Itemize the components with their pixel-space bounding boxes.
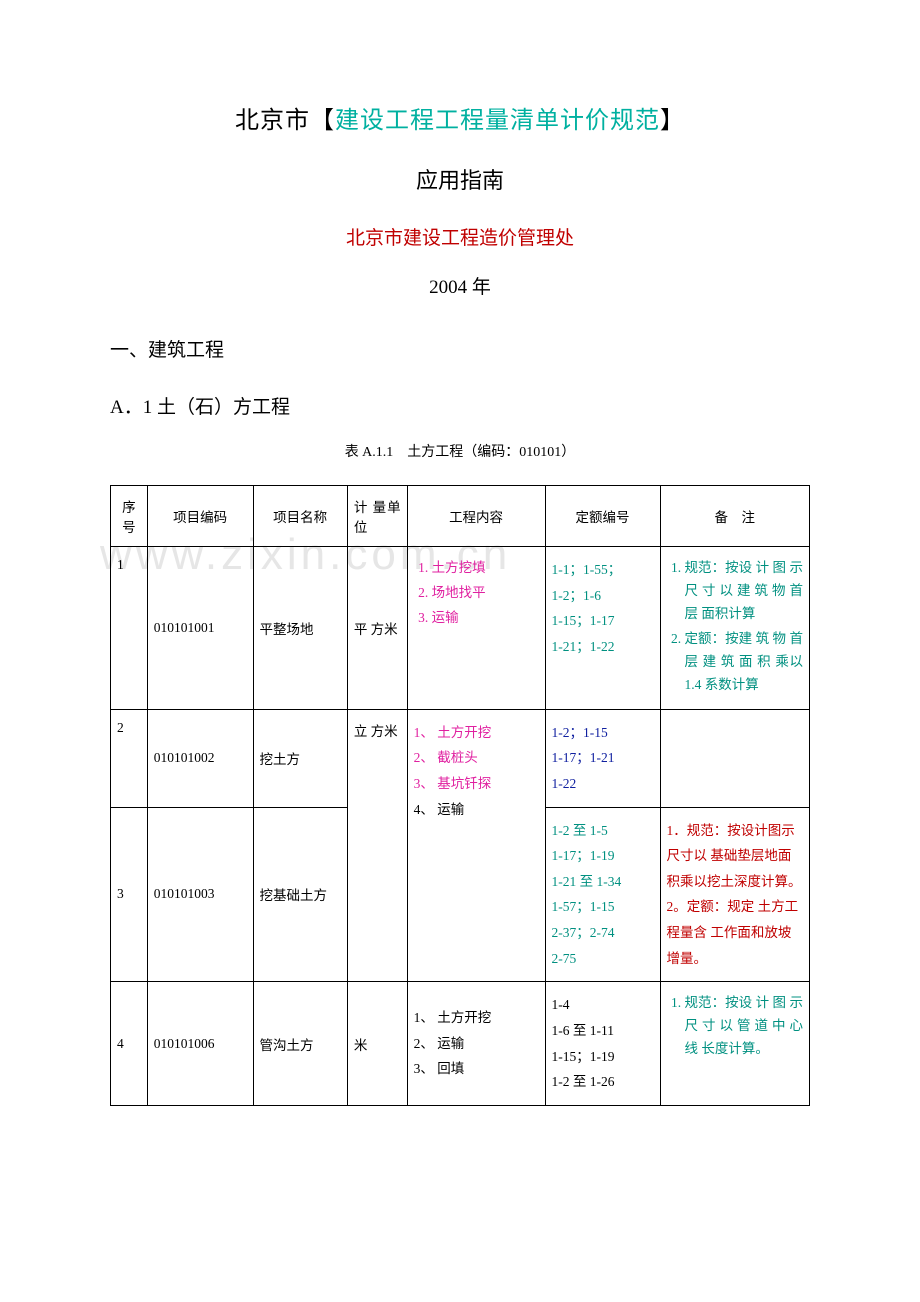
cell-unit: 立 方米 <box>347 709 407 982</box>
year: 2004 年 <box>110 272 810 299</box>
cell-quota: 1-2 至 1-5 1-17；1-19 1-21 至 1-34 1-57；1-1… <box>545 807 660 982</box>
note-item: 规范：按设 计 图 示 尺 寸 以 管 道 中 心 线 长度计算。 <box>685 992 804 1061</box>
note-item: 规范：按设 计 图 示 尺 寸 以 建 筑 物 首 层 面积计算 <box>685 557 804 626</box>
cell-unit: 米 <box>347 982 407 1106</box>
cell-seq: 4 <box>111 982 148 1106</box>
note-item: 定额：按建 筑 物 首 层 建 筑 面 积 乘以 1.4 系数计算 <box>685 628 804 697</box>
table-caption: 表 A.1.1 土方工程（编码：010101） <box>110 441 810 461</box>
th-quota: 定额编号 <box>545 486 660 547</box>
document-page: www.zixin.com.cn 北京市【建设工程工程量清单计价规范】 应用指南… <box>0 0 920 1166</box>
title-prefix: 北京市【 <box>235 108 335 134</box>
title-highlight: 建设工程工程量清单计价规范 <box>335 108 660 134</box>
cell-note: 1．规范：按设计图示尺寸以 基础垫层地面 积乘以挖土深度计算。 2。定额：规定 … <box>660 807 810 982</box>
th-content: 工程内容 <box>407 486 545 547</box>
content-item: 场地找平 <box>432 582 539 605</box>
th-note: 备 注 <box>660 486 810 547</box>
th-seq: 序号 <box>111 486 148 547</box>
content-item: 4、 运输 <box>414 797 539 823</box>
cell-quota: 1-4 1-6 至 1-11 1-15；1-19 1-2 至 1-26 <box>545 982 660 1106</box>
section-heading-2: A．1 土（石）方工程 <box>110 392 810 419</box>
cell-content: 土方挖填 场地找平 运输 <box>407 547 545 710</box>
content-item: 土方挖填 <box>432 557 539 580</box>
main-title: 北京市【建设工程工程量清单计价规范】 <box>110 100 810 135</box>
table-header-row: 序号 项目编码 项目名称 计 量单 位 工程内容 定额编号 备 注 <box>111 486 810 547</box>
cell-content: 1、 土方开挖 2、 截桩头 3、 基坑钎探 4、 运输 <box>407 709 545 982</box>
cell-seq: 2 <box>111 709 148 807</box>
cell-code: 010101006 <box>147 982 253 1106</box>
table-row: 4 010101006 管沟土方 米 1、 土方开挖 2、 运输 3、 回填 1… <box>111 982 810 1106</box>
subtitle: 应用指南 <box>110 163 810 195</box>
cell-unit: 平 方米 <box>347 547 407 710</box>
cell-name: 挖基础土方 <box>253 807 347 982</box>
cell-seq: 1 <box>111 547 148 710</box>
cell-seq: 3 <box>111 807 148 982</box>
section-heading-1: 一、建筑工程 <box>110 335 810 362</box>
cell-code: 010101002 <box>147 709 253 807</box>
cell-quota: 1-1；1-55； 1-2；1-6 1-15；1-17 1-21；1-22 <box>545 547 660 710</box>
data-table: 序号 项目编码 项目名称 计 量单 位 工程内容 定额编号 备 注 1 0101… <box>110 485 810 1106</box>
organization: 北京市建设工程造价管理处 <box>110 223 810 250</box>
cell-name: 挖土方 <box>253 709 347 807</box>
content-item: 运输 <box>432 607 539 630</box>
table-row: 2 010101002 挖土方 立 方米 1、 土方开挖 2、 截桩头 3、 基… <box>111 709 810 807</box>
th-name: 项目名称 <box>253 486 347 547</box>
cell-code: 010101001 <box>147 547 253 710</box>
cell-name: 管沟土方 <box>253 982 347 1106</box>
th-code: 项目编码 <box>147 486 253 547</box>
cell-note <box>660 709 810 807</box>
cell-content: 1、 土方开挖 2、 运输 3、 回填 <box>407 982 545 1106</box>
cell-quota: 1-2；1-15 1-17；1-21 1-22 <box>545 709 660 807</box>
cell-note: 规范：按设 计 图 示 尺 寸 以 管 道 中 心 线 长度计算。 <box>660 982 810 1106</box>
th-unit: 计 量单 位 <box>347 486 407 547</box>
title-suffix: 】 <box>660 108 685 134</box>
cell-note: 规范：按设 计 图 示 尺 寸 以 建 筑 物 首 层 面积计算 定额：按建 筑… <box>660 547 810 710</box>
cell-code: 010101003 <box>147 807 253 982</box>
cell-name: 平整场地 <box>253 547 347 710</box>
table-row: 1 010101001 平整场地 平 方米 土方挖填 场地找平 运输 1-1；1… <box>111 547 810 710</box>
